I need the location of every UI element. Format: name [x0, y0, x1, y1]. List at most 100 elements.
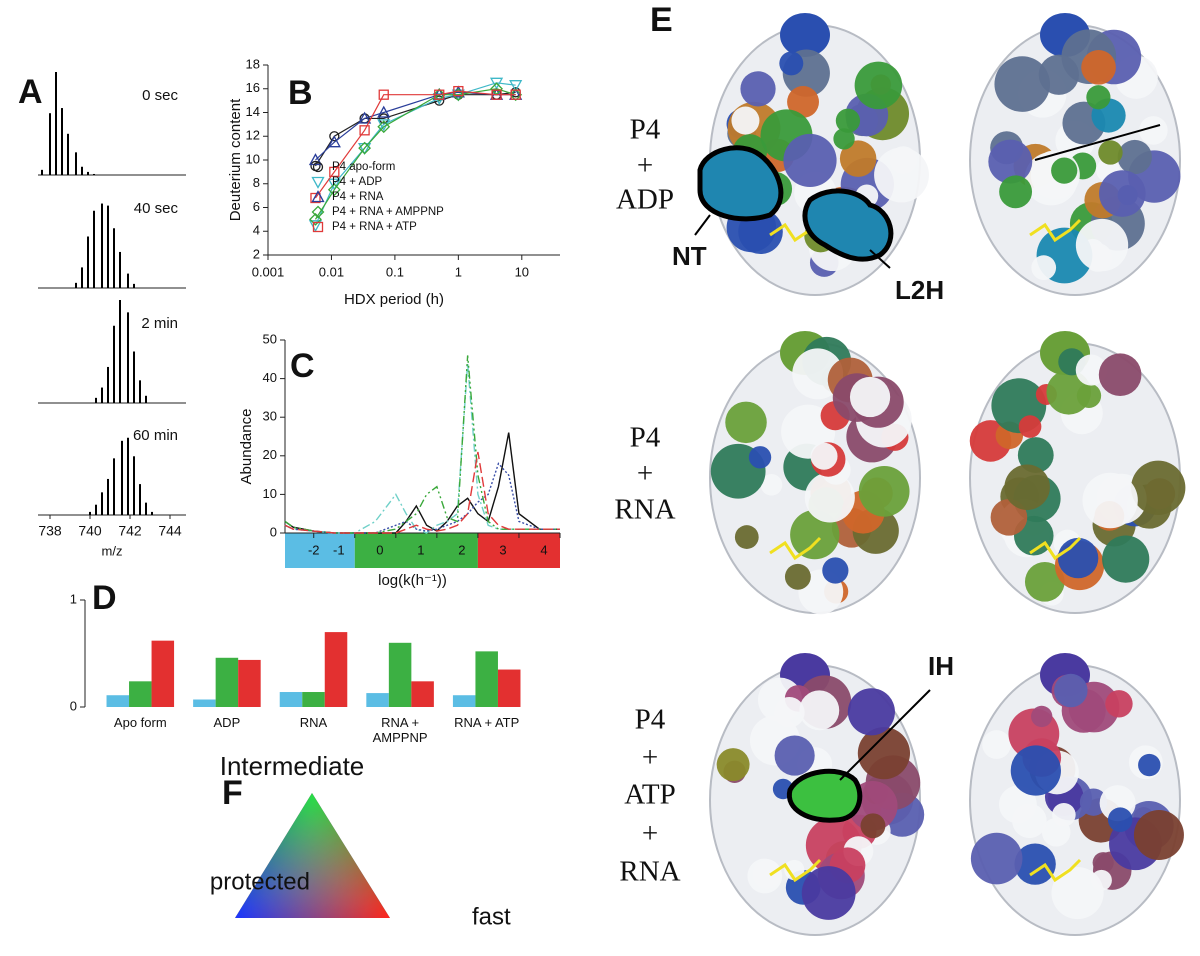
x-axis-label: log(k(h⁻¹))	[378, 572, 447, 589]
marker	[359, 125, 370, 136]
legend-label: P4 + RNA	[332, 191, 384, 203]
surface-patch	[835, 108, 861, 133]
x-tick-label-box: RNA + AMPPNP	[372, 715, 428, 745]
marker	[509, 88, 523, 102]
bar	[452, 695, 476, 707]
bar	[366, 693, 389, 707]
panel-title: 2 min	[141, 315, 178, 332]
marker	[357, 111, 372, 124]
bar	[497, 669, 521, 707]
y-tick-label: 18	[246, 56, 260, 71]
surface-patch	[999, 175, 1033, 209]
surface-patch	[994, 56, 1051, 112]
region-band	[477, 533, 560, 568]
surface-patch	[1139, 116, 1168, 145]
leader-line	[1034, 124, 1161, 161]
y-tick-label: 8	[253, 175, 260, 190]
surface-patch	[1031, 705, 1053, 728]
x-tick-label: RNA + AMPPNP	[372, 715, 428, 745]
surface-patch	[1081, 50, 1116, 85]
triangle-blue	[235, 793, 390, 918]
surface-patch	[784, 563, 811, 590]
panel-f: F Intermediate protected fast	[210, 751, 511, 930]
surface-patch	[1138, 753, 1161, 777]
region-outline	[697, 145, 784, 222]
legend-marker	[312, 161, 324, 173]
y-tick-label: 12	[246, 128, 260, 143]
panel-letter: E	[650, 1, 673, 39]
surface-patch	[779, 51, 804, 76]
bar	[106, 695, 130, 707]
row-label-line: +	[637, 150, 653, 182]
surface-patch	[787, 85, 819, 118]
surface-patch	[734, 525, 759, 549]
x-tick-label: RNA + ATP	[454, 715, 520, 730]
ligand	[769, 858, 822, 883]
legend-marker	[312, 221, 324, 233]
x-axis-label: m/z	[102, 543, 123, 558]
surface-patch	[748, 446, 772, 469]
marker	[510, 89, 521, 100]
series-line	[284, 355, 560, 534]
surface-patch	[1098, 140, 1123, 165]
surface-patch	[1004, 464, 1050, 510]
marker	[327, 135, 341, 148]
y-tick-label: 30	[263, 409, 277, 424]
y-tick-label: 1	[70, 591, 77, 606]
row-label: P4 + ADP P4 + RNA P4 + ATP + RNA	[614, 114, 680, 888]
legend-label: P4 + RNA + AMPPNP	[332, 206, 444, 218]
x-axis-label: HDX period (h)	[344, 291, 444, 308]
x-tick-label: 0.001	[252, 264, 285, 279]
ligand	[1029, 858, 1082, 883]
surface-patch	[747, 858, 783, 894]
x-tick-label: 0.1	[386, 264, 404, 279]
x-tick-label: 740	[78, 523, 102, 539]
surface-patch	[1051, 866, 1104, 920]
surface-patch	[1018, 415, 1042, 438]
row-label-line: +	[637, 458, 653, 490]
bar	[129, 681, 152, 707]
surface-patch	[1082, 472, 1138, 529]
callout: IH	[928, 651, 954, 681]
series-line	[314, 88, 516, 220]
surface-patch	[847, 688, 895, 736]
marker	[358, 141, 372, 155]
y-tick-label: 0	[70, 698, 77, 713]
leader-line	[869, 249, 891, 269]
legend-label: P4 apo-form	[332, 161, 395, 173]
marker	[434, 89, 445, 100]
surface-patch	[998, 785, 1037, 824]
surface-patch	[810, 442, 838, 470]
surface-patch	[1075, 354, 1107, 386]
surface-patch	[799, 690, 840, 731]
legend-label: P4 + ADP	[332, 176, 383, 188]
y-tick-label: 4	[253, 223, 260, 238]
surface-patch	[760, 474, 783, 496]
region-outline	[786, 768, 863, 823]
surface-patch	[1014, 843, 1056, 885]
surface-patch	[1041, 817, 1071, 847]
surface-patch	[1131, 460, 1186, 515]
bar	[475, 651, 498, 707]
marker	[329, 166, 340, 178]
surface-patch	[982, 730, 1011, 759]
row-label-line: RNA	[614, 494, 675, 526]
y-axis-label: Abundance	[238, 409, 255, 485]
row-label-line: P4	[630, 114, 661, 146]
molecule-surface	[709, 331, 921, 615]
callout: L2H	[895, 275, 944, 305]
y-tick-label: 14	[246, 104, 260, 119]
x-tick-label-box: ADP	[214, 715, 241, 730]
marker	[453, 85, 464, 97]
surface-patch	[774, 735, 815, 776]
surface-patch	[1038, 54, 1079, 95]
bar	[151, 640, 175, 707]
series-line	[315, 91, 516, 161]
row-label-line: ADP	[616, 184, 674, 216]
surface-lobe	[780, 13, 830, 57]
panel-letter: A	[18, 73, 43, 111]
surface-patch	[740, 71, 776, 107]
legend-marker	[311, 205, 325, 219]
panel-letter: D	[92, 579, 117, 617]
